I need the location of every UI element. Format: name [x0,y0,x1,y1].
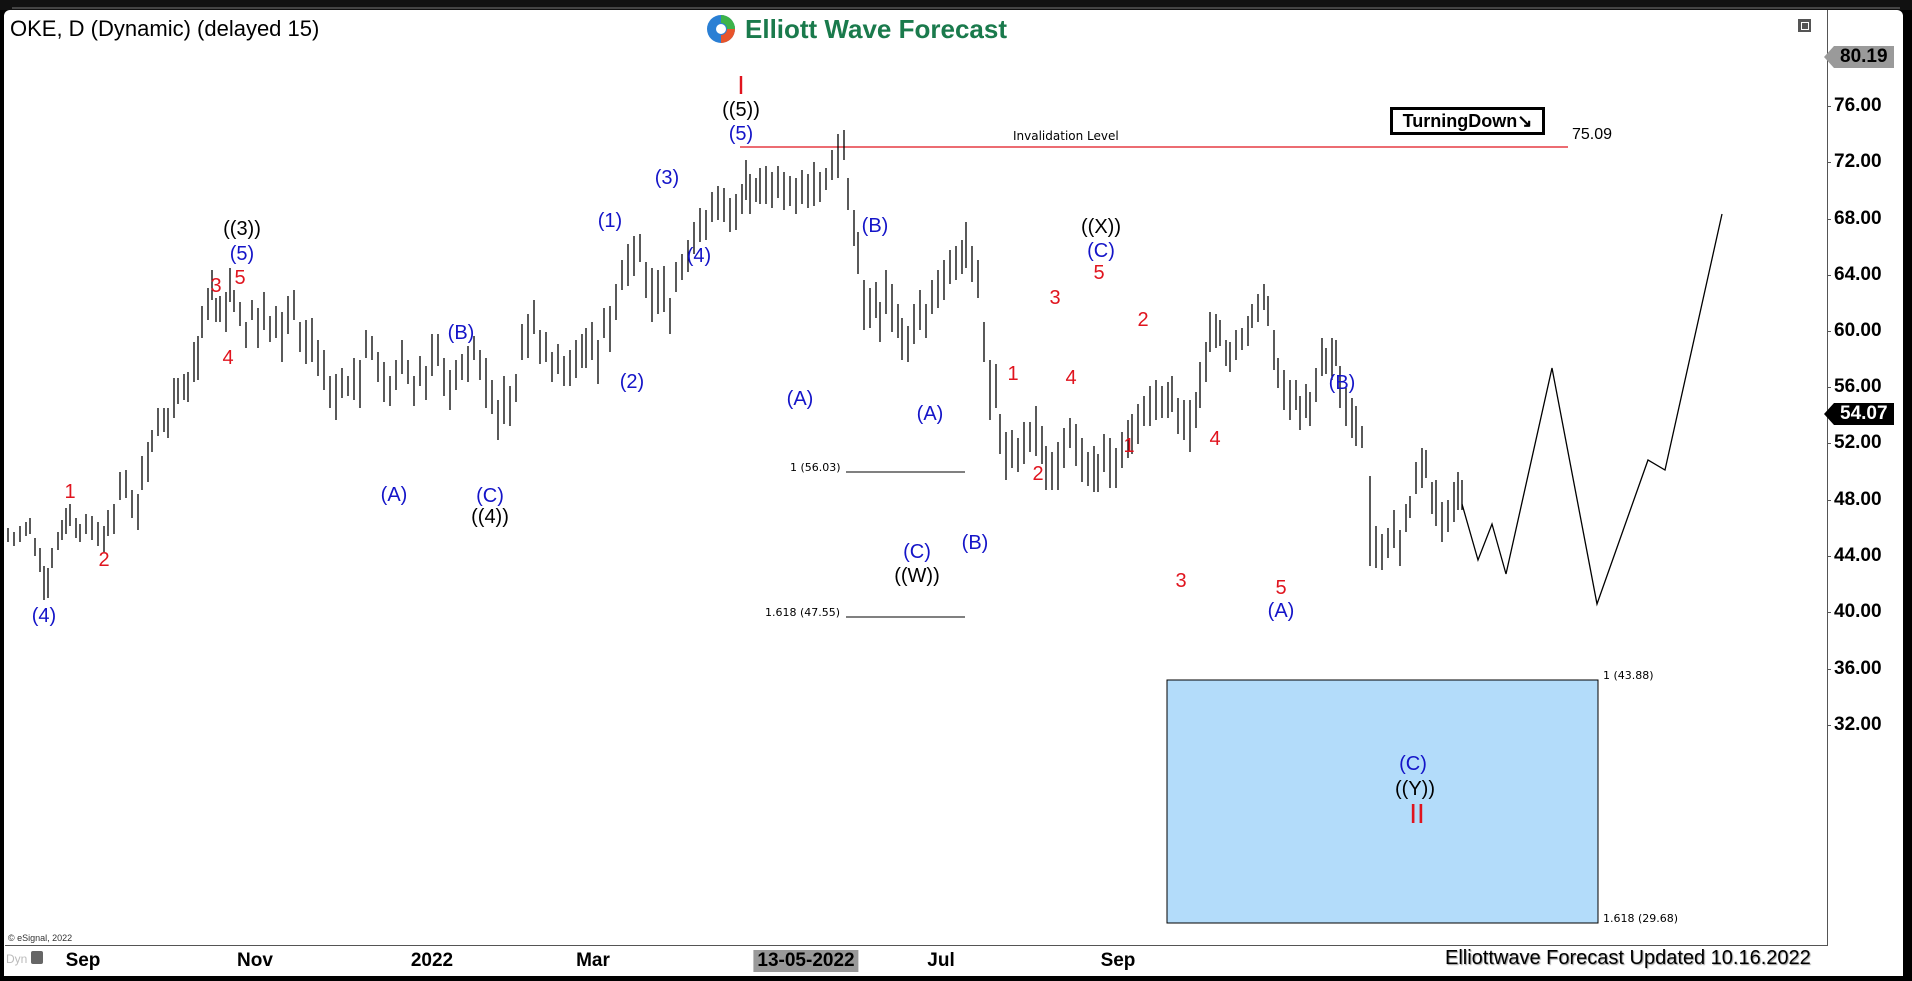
wave-label: (B) [961,532,989,554]
wave-label: (2) [619,371,645,393]
wave-label: (B) [1328,372,1356,394]
y-tick: 48.00 [1827,489,1882,511]
target-fib-1-label: 1 (43.88) [1603,669,1654,682]
wave-label: 3 [210,275,222,297]
wave-label: ((X)) [1081,216,1121,238]
wave-label: (1) [597,210,623,232]
y-tick: 40.00 [1827,601,1882,623]
y-tick: 56.00 [1827,376,1882,398]
y-tick: 32.00 [1827,714,1882,736]
projection-path [1461,213,1723,607]
wave-label: 3 [1175,570,1187,592]
wave-label: (A) [1267,600,1295,622]
wave-label: 4 [1209,428,1221,450]
wave-label: (A) [786,388,814,410]
target-zone-box [1166,679,1599,924]
window-top-bar [0,0,1912,10]
wave-label: (A) [916,403,944,425]
ohlc-bars [7,130,1463,600]
y-axis[interactable]: 80.19 76.00 72.00 68.00 64.00 60.00 56.0… [1824,10,1903,945]
x-tick: Sep [65,950,101,971]
x-tick-cursor-date: 13-05-2022 [753,950,859,972]
wave-label: ((W)) [894,565,940,587]
wave-label: ((Y)) [1395,778,1435,800]
wave-label: (C) [1087,240,1115,262]
wave-label: 4 [222,347,234,369]
y-tick: 72.00 [1827,151,1882,173]
wave-label: ((5)) [722,99,760,121]
wave-label: 1 [64,481,76,503]
wave-label: (C) [903,541,931,563]
wave-label: (5) [229,243,255,265]
wave-label: 2 [98,549,110,571]
logo-swirl-icon [707,15,735,43]
fib-1618-label: 1.618 (47.55) [765,606,841,619]
turning-down-badge: TurningDown↘ [1390,107,1545,135]
wave-label: 1 [1123,435,1135,457]
y-tick: 36.00 [1827,658,1882,680]
wave-label: I [737,70,745,100]
wave-label: ((3)) [223,218,261,240]
wave-label: (4) [31,605,57,627]
wave-label: (C) [476,485,504,507]
wave-label: (5) [728,123,754,145]
dyn-label: Dyn [6,952,28,966]
wave-label: 5 [1093,262,1105,284]
wave-label: 5 [234,267,246,289]
x-tick: Sep [1100,950,1136,971]
invalidation-label: Invalidation Level [1013,129,1119,143]
wave-label: (3) [654,167,680,189]
wave-label: 4 [1065,367,1077,389]
wave-label: ((4)) [471,506,509,528]
wave-label: (4) [686,245,712,267]
y-tick: 68.00 [1827,208,1882,230]
y-tick: 44.00 [1827,545,1882,567]
wave-label: (B) [447,322,475,344]
logo-text: Elliott Wave Forecast [745,13,1007,44]
target-fib-1618-label: 1.618 (29.68) [1603,912,1679,925]
wave-label: II [1409,798,1425,829]
wave-label: 2 [1137,309,1149,331]
copyright: © eSignal, 2022 [8,933,73,943]
y-tick: 64.00 [1827,264,1882,286]
x-axis[interactable]: Sep Nov 2022 Mar 13-05-2022 Jul Sep [5,946,1827,974]
high-price-tag: 80.19 [1824,46,1894,68]
brand-logo: Elliott Wave Forecast [705,10,1030,48]
wave-label: 1 [1007,363,1019,385]
wave-label: 5 [1275,577,1287,599]
updated-stamp: Elliottwave Forecast Updated 10.16.2022 [1445,947,1811,969]
x-tick: 2022 [410,950,454,971]
chart-title: OKE, D (Dynamic) (delayed 15) [10,16,320,41]
wave-label: 3 [1049,287,1061,309]
y-tick: 52.00 [1827,432,1882,454]
y-tick: 60.00 [1827,320,1882,342]
fib-1-label: 1 (56.03) [790,461,841,474]
x-tick: Jul [927,950,955,971]
lock-icon[interactable] [31,951,43,964]
x-tick: Nov [237,950,273,971]
wave-label: 2 [1032,463,1044,485]
x-tick: Mar [576,950,610,971]
y-tick: 76.00 [1827,95,1882,117]
plot-area[interactable] [5,10,1828,946]
wave-label: (C) [1399,753,1427,775]
wave-label: (B) [861,215,889,237]
last-price-tag: 54.07 [1824,403,1894,425]
restore-window-icon[interactable] [1798,19,1811,32]
invalidation-value: 75.09 [1572,126,1613,143]
wave-label: (A) [380,484,408,506]
